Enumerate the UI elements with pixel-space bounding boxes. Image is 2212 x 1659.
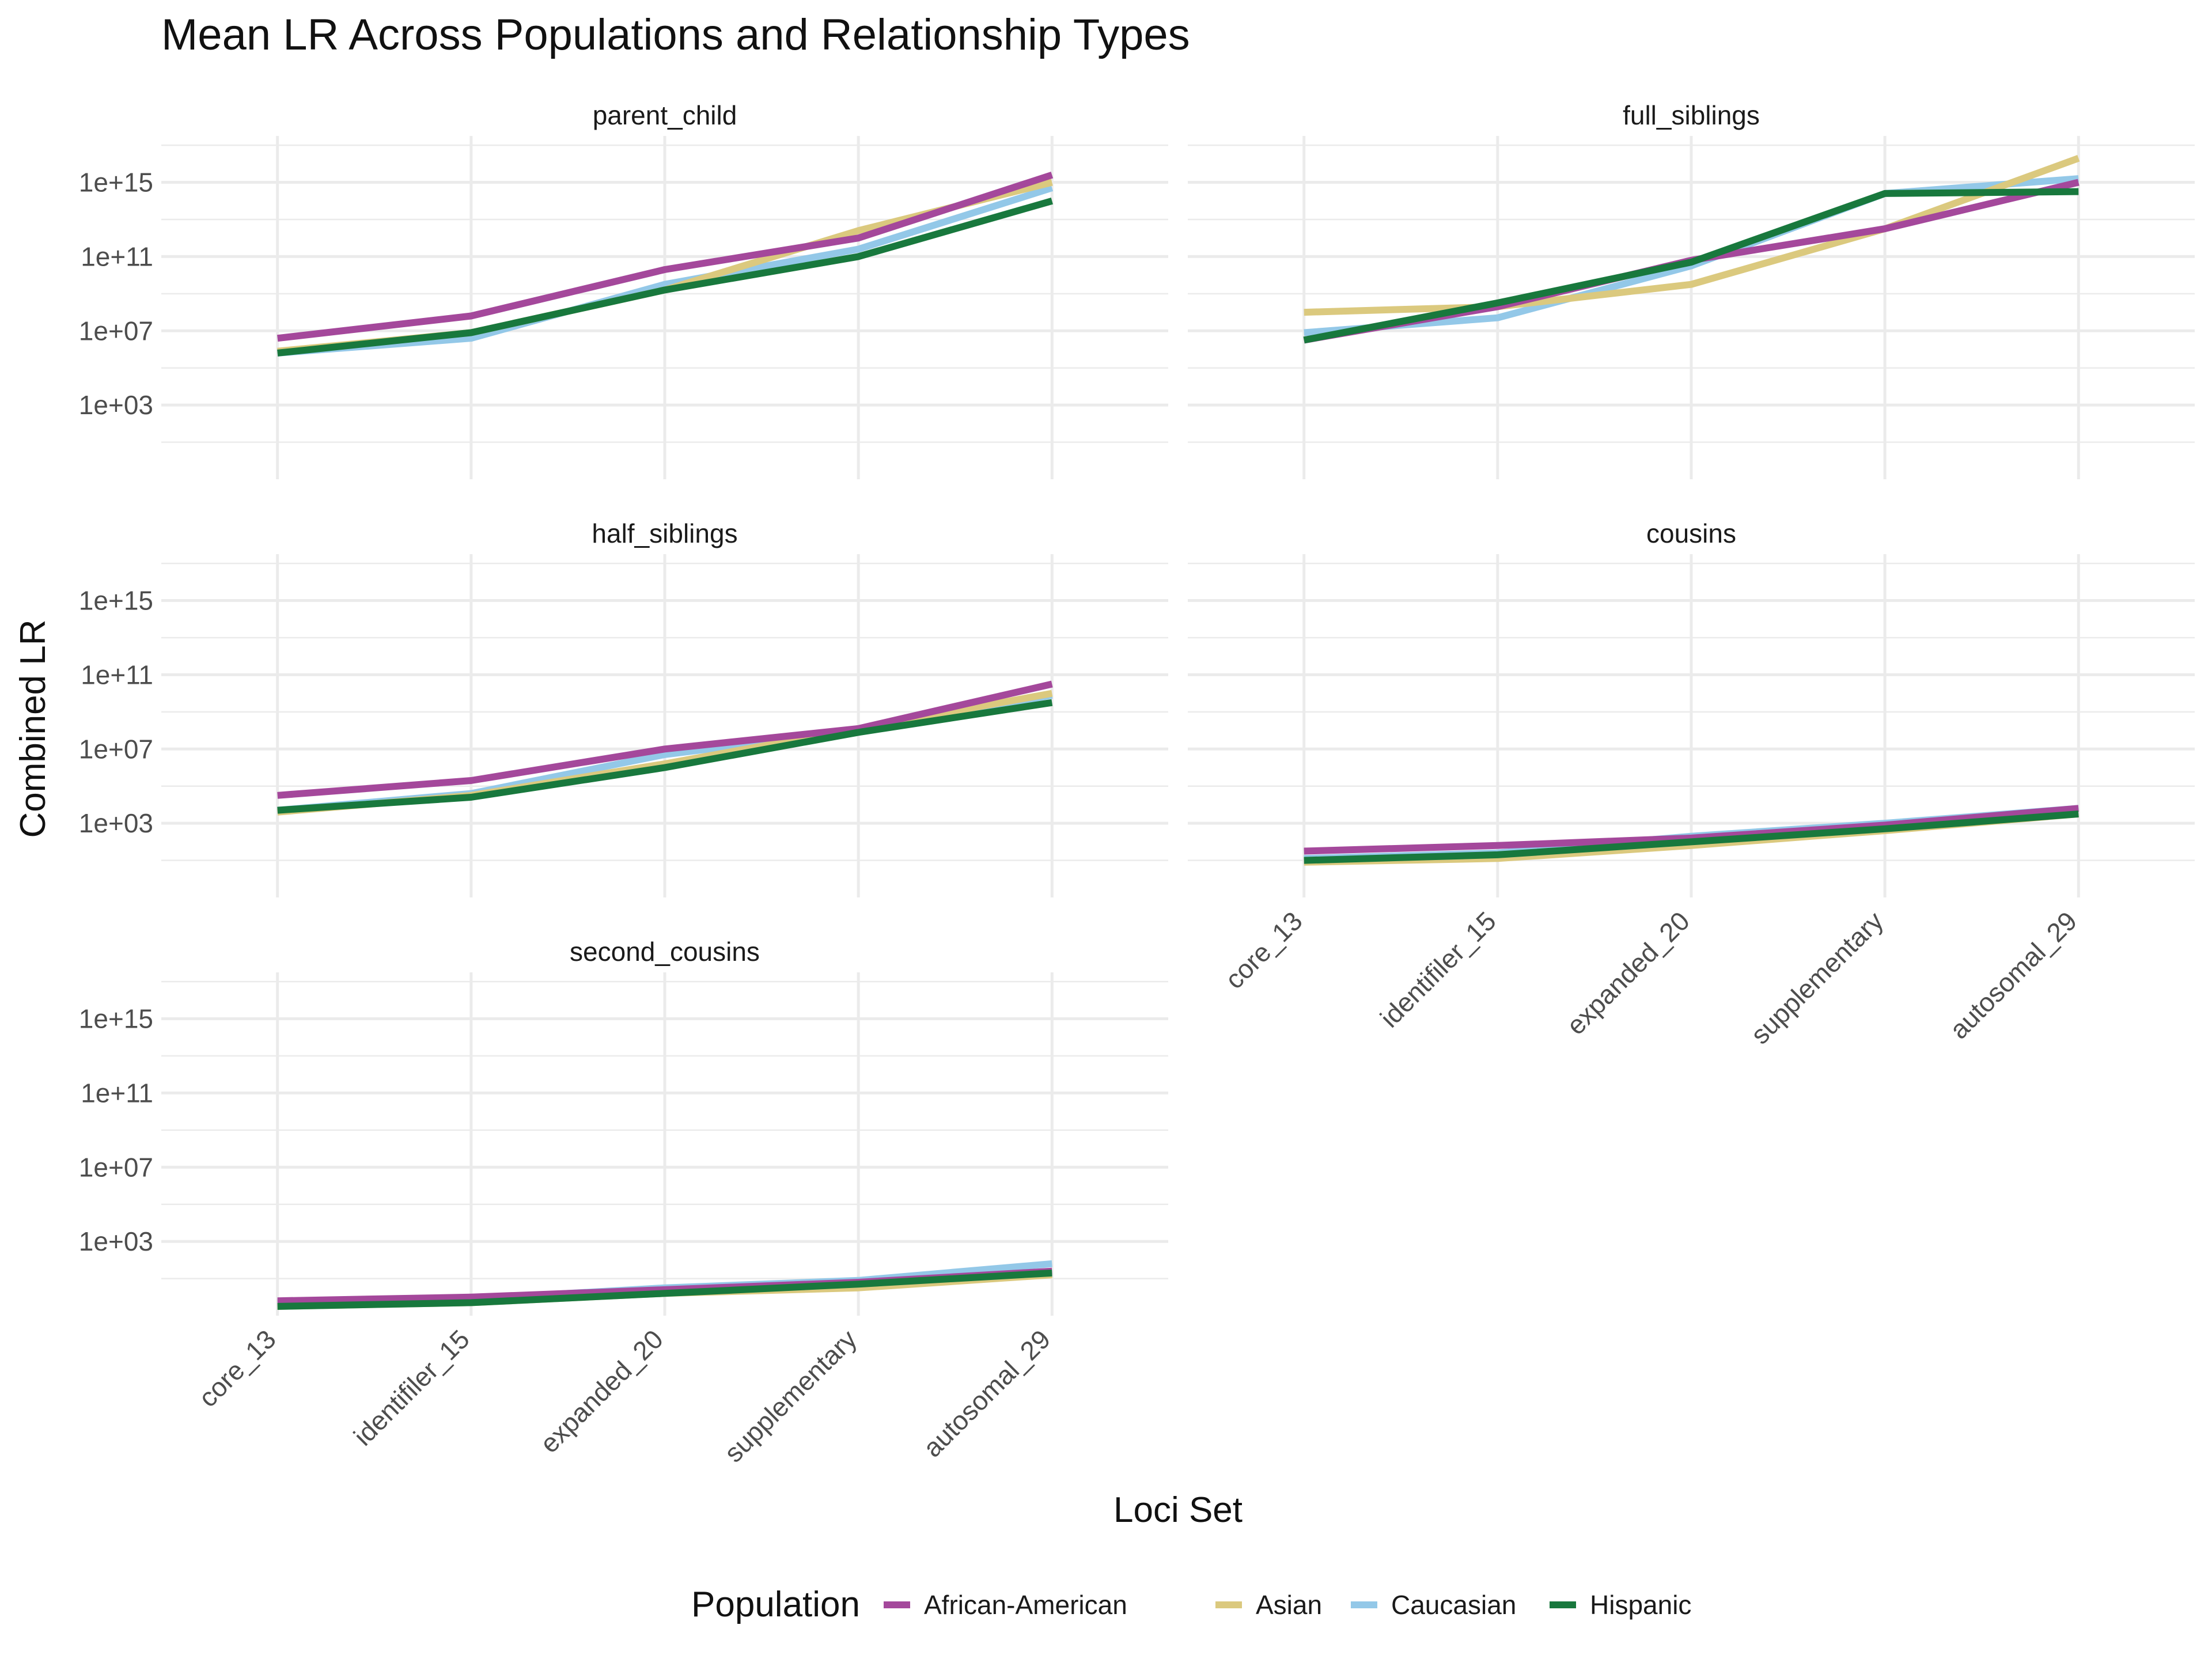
series-line-hispanic — [277, 699, 1053, 814]
series-line-hispanic — [277, 198, 1053, 357]
series-line-african-american — [277, 680, 1053, 799]
series-line-caucasian — [277, 184, 1054, 357]
panel-parent-child: parent_child 1e+03 1e+07 1e+11 1e+15 — [79, 100, 1168, 479]
chart-title: Mean LR Across Populations and Relations… — [161, 10, 1190, 59]
panel-full-siblings: full_siblings — [1188, 100, 2195, 479]
x-tick-label: autosomal_29 — [1944, 906, 2082, 1044]
y-tick-label: 1e+15 — [79, 586, 153, 616]
y-tick-label: 1e+03 — [79, 1226, 153, 1256]
legend-label: Asian — [1256, 1590, 1322, 1620]
y-tick-label: 1e+07 — [79, 1152, 153, 1182]
x-tick-label: expanded_20 — [534, 1324, 669, 1459]
y-tick-label: 1e+15 — [79, 1004, 153, 1034]
x-tick-label: identifiler_15 — [1374, 906, 1502, 1033]
panel-title: second_cousins — [570, 937, 760, 967]
x-tick-label: core_13 — [1219, 906, 1308, 994]
panels: parent_child 1e+03 1e+07 1e+11 1e+15 full_sib… — [79, 100, 2195, 1468]
y-tick-label: 1e+11 — [81, 660, 153, 690]
y-axis-title: Combined LR — [13, 619, 53, 838]
x-tick-label: identifiler_15 — [348, 1324, 475, 1451]
legend: Population African-American Asian Caucasia… — [691, 1585, 1691, 1624]
legend-label: African-American — [924, 1590, 1127, 1620]
panel-title: parent_child — [593, 100, 737, 130]
y-tick-label: 1e+07 — [79, 734, 153, 764]
x-tick-label: autosomal_29 — [917, 1324, 1056, 1463]
panel-second-cousins: second_cousins 1e+03 1e+07 1e+11 1e+15 core_1… — [79, 937, 1168, 1468]
x-tick-label: supplementary — [718, 1324, 862, 1468]
y-tick-label: 1e+15 — [79, 168, 153, 198]
series-line-caucasian — [1304, 175, 2079, 336]
legend-label: Caucasian — [1391, 1590, 1516, 1620]
y-tick-label: 1e+03 — [79, 808, 153, 838]
y-tick-label: 1e+11 — [81, 241, 153, 271]
y-tick-label: 1e+11 — [81, 1078, 153, 1108]
panel-half-siblings: half_siblings 1e+03 1e+07 1e+11 1e+15 — [79, 518, 1168, 897]
x-tick-label: core_13 — [192, 1324, 281, 1412]
y-tick-label: 1e+07 — [79, 316, 153, 346]
series-line-hispanic — [1303, 188, 2079, 344]
series-line-hispanic — [277, 1269, 1052, 1310]
panel-cousins: cousins core_13 identifiler_15 expanded_20 s… — [1188, 518, 2195, 1050]
series-line-african-american — [277, 171, 1054, 342]
x-axis-title: Loci Set — [1113, 1490, 1243, 1530]
series-line-african-american — [1304, 805, 2079, 855]
panel-title: full_siblings — [1623, 100, 1760, 130]
legend-title: Population — [691, 1585, 860, 1624]
legend-label: Hispanic — [1590, 1590, 1691, 1620]
x-tick-label: supplementary — [1745, 906, 1889, 1050]
x-tick-label: expanded_20 — [1560, 906, 1695, 1040]
panel-title: cousins — [1646, 518, 1736, 548]
panel-title: half_siblings — [592, 518, 737, 548]
series-line-hispanic — [1304, 810, 2079, 864]
y-tick-label: 1e+03 — [79, 390, 153, 420]
series-line-asian — [1304, 155, 2080, 316]
